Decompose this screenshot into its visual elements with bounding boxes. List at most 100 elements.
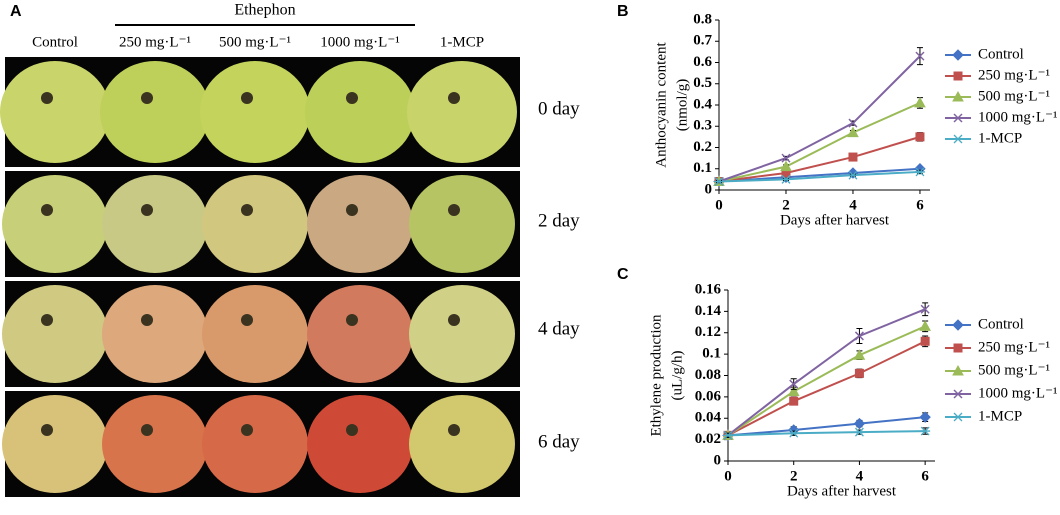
marker bbox=[920, 426, 931, 436]
apple-stem bbox=[141, 92, 153, 104]
marker bbox=[914, 96, 926, 108]
x-tick-label: 0 bbox=[715, 197, 723, 213]
apple bbox=[100, 61, 210, 163]
legend-label: Control bbox=[978, 46, 1024, 62]
apple-stem bbox=[241, 204, 253, 216]
series-line bbox=[727, 430, 926, 437]
apple-stem bbox=[346, 424, 358, 436]
marker bbox=[854, 331, 864, 341]
apple bbox=[202, 395, 308, 493]
legend-label: 1-MCP bbox=[978, 130, 1022, 146]
marker bbox=[787, 385, 800, 397]
legend-label: 1000 mg·L⁻¹ bbox=[978, 109, 1058, 125]
apple bbox=[307, 175, 413, 273]
apple bbox=[102, 175, 208, 273]
series-line bbox=[718, 101, 921, 183]
y-axis-label: Ethylene production bbox=[648, 314, 664, 437]
legend-marker bbox=[952, 319, 964, 331]
marker bbox=[854, 427, 865, 437]
legend-marker bbox=[952, 49, 964, 61]
apple bbox=[409, 395, 515, 493]
y-tick-label: 0.12 bbox=[695, 324, 721, 340]
y-tick-label: 0.16 bbox=[695, 281, 722, 297]
marker bbox=[919, 320, 931, 331]
row-label: 6 day bbox=[538, 431, 580, 452]
y-tick-label: 0.8 bbox=[693, 11, 712, 27]
x-tick-label: 4 bbox=[856, 468, 864, 484]
y-tick-label: 0.08 bbox=[695, 367, 721, 383]
y-tick-label: 0 bbox=[705, 181, 713, 197]
legend-marker bbox=[953, 389, 963, 399]
legend-label: 250 mg·L⁻¹ bbox=[978, 67, 1050, 83]
marker bbox=[781, 153, 791, 163]
apple bbox=[102, 395, 208, 493]
apple-stem bbox=[448, 204, 460, 216]
y-tick-label: 0.06 bbox=[695, 388, 722, 404]
apple-stem bbox=[41, 424, 53, 436]
marker bbox=[847, 126, 859, 138]
legend-marker bbox=[953, 113, 963, 123]
marker bbox=[920, 336, 930, 346]
marker bbox=[714, 177, 724, 186]
legend-marker bbox=[952, 90, 964, 102]
marker bbox=[789, 379, 799, 389]
series-line bbox=[727, 340, 926, 437]
column-label: Control bbox=[32, 34, 78, 50]
apple bbox=[2, 395, 108, 493]
apple bbox=[102, 285, 208, 383]
legend-marker bbox=[953, 343, 963, 353]
y-tick-label: 0.2 bbox=[693, 139, 712, 155]
y-tick-label: 0.1 bbox=[702, 346, 721, 362]
column-label: 1000 mg·L⁻¹ bbox=[320, 34, 400, 50]
y-tick-label: 0.02 bbox=[695, 431, 721, 447]
legend-label: Control bbox=[978, 316, 1024, 332]
row-label: 0 day bbox=[538, 98, 580, 119]
marker bbox=[853, 349, 866, 360]
apple-stem bbox=[346, 204, 358, 216]
marker bbox=[914, 167, 925, 177]
y-tick-label: 0.1 bbox=[693, 160, 712, 176]
x-tick-label: 2 bbox=[790, 468, 798, 484]
y-tick-label: 0.5 bbox=[693, 75, 712, 91]
column-label: 1-MCP bbox=[440, 34, 484, 50]
marker bbox=[723, 430, 733, 440]
series-line bbox=[718, 55, 921, 183]
apple bbox=[407, 61, 517, 163]
y-tick-label: 0.3 bbox=[693, 118, 712, 134]
apple-stem bbox=[241, 314, 253, 326]
apple-stem bbox=[346, 314, 358, 326]
apple-stem bbox=[241, 424, 253, 436]
y-tick-label: 0.4 bbox=[693, 96, 712, 112]
apple-stem bbox=[241, 92, 253, 104]
apple bbox=[307, 395, 413, 493]
group-label: Ethephon bbox=[234, 2, 295, 19]
marker bbox=[780, 174, 791, 184]
x-tick-label: 4 bbox=[849, 197, 857, 213]
apple-stem bbox=[41, 204, 53, 216]
x-tick-label: 0 bbox=[724, 468, 732, 484]
y-axis-label: (uL/g/h) bbox=[669, 351, 685, 401]
marker bbox=[780, 160, 792, 172]
apple-stem bbox=[141, 204, 153, 216]
y-axis-label: (nmol/g) bbox=[674, 79, 690, 132]
y-tick-label: 0 bbox=[714, 452, 722, 468]
column-label: 500 mg·L⁻¹ bbox=[219, 34, 291, 50]
marker bbox=[789, 396, 799, 406]
legend-marker bbox=[952, 364, 964, 376]
marker bbox=[848, 152, 858, 162]
y-tick-label: 0.14 bbox=[695, 303, 722, 319]
legend-marker bbox=[953, 134, 963, 144]
marker bbox=[919, 411, 931, 423]
series-line bbox=[718, 167, 921, 183]
y-tick-label: 0.7 bbox=[693, 33, 712, 49]
marker bbox=[915, 132, 925, 142]
axes bbox=[727, 290, 935, 462]
apple bbox=[202, 285, 308, 383]
panel-label: B bbox=[617, 3, 629, 20]
apple-stem bbox=[448, 314, 460, 326]
legend-marker bbox=[953, 71, 963, 81]
row-label: 2 day bbox=[538, 210, 580, 231]
apple-stem bbox=[346, 92, 358, 104]
marker bbox=[788, 428, 799, 438]
apple bbox=[305, 61, 415, 163]
